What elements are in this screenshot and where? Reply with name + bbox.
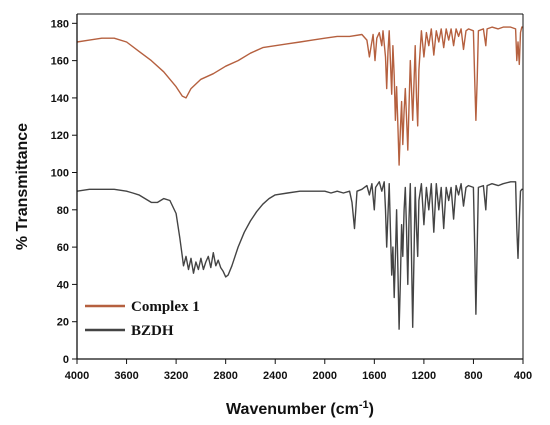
legend-label-complex-1: Complex 1 bbox=[131, 299, 200, 315]
y-axis-title: % Transmittance bbox=[14, 123, 31, 250]
legend: Complex 1 BZDH bbox=[85, 299, 200, 339]
series-line-bzdh bbox=[76, 181, 523, 330]
y-tick-label-160: 160 bbox=[51, 56, 69, 68]
x-tick-label-2000: 2000 bbox=[313, 370, 337, 382]
x-tick-group: 4000 3600 3200 2800 2400 2000 1600 1200 800 400 bbox=[65, 359, 532, 382]
y-tick-label-0: 0 bbox=[63, 354, 69, 366]
y-tick-label-100: 100 bbox=[51, 168, 69, 180]
x-tick-label-400: 400 bbox=[514, 370, 532, 382]
legend-label-bzdh: BZDH bbox=[131, 323, 174, 339]
y-tick-label-80: 80 bbox=[57, 205, 69, 217]
y-tick-label-40: 40 bbox=[57, 279, 69, 291]
x-tick-label-800: 800 bbox=[464, 370, 482, 382]
series-line-complex-1 bbox=[76, 26, 523, 166]
x-axis-title-superscript: -1 bbox=[359, 399, 369, 411]
y-tick-label-180: 180 bbox=[51, 18, 69, 30]
x-tick-label-2400: 2400 bbox=[263, 370, 287, 382]
x-tick-label-2800: 2800 bbox=[213, 370, 237, 382]
x-axis-title: Wavenumber (cm-1) bbox=[226, 399, 374, 418]
x-axis-title-close: ) bbox=[369, 401, 374, 418]
y-tick-label-20: 20 bbox=[57, 317, 69, 329]
series-layer bbox=[76, 26, 523, 330]
y-tick-label-140: 140 bbox=[51, 93, 69, 105]
x-tick-label-3200: 3200 bbox=[164, 370, 188, 382]
y-tick-label-120: 120 bbox=[51, 130, 69, 142]
x-tick-label-1600: 1600 bbox=[362, 370, 386, 382]
x-tick-label-3600: 3600 bbox=[114, 370, 138, 382]
axes-layer bbox=[76, 13, 524, 360]
x-tick-label-4000: 4000 bbox=[65, 370, 89, 382]
x-tick-label-1200: 1200 bbox=[412, 370, 436, 382]
x-axis-title-main: Wavenumber (cm bbox=[226, 401, 359, 418]
y-tick-label-60: 60 bbox=[57, 242, 69, 254]
y-tick-group: 0 20 40 60 80 100 120 140 160 180 bbox=[51, 18, 77, 366]
